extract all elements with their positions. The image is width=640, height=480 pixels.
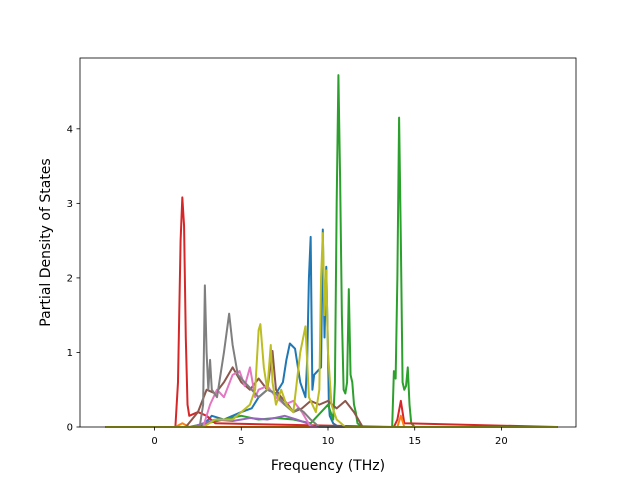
x-tick-label: 15	[408, 436, 421, 447]
series-group	[105, 74, 558, 428]
y-tick-label: 2	[67, 273, 73, 284]
y-tick-label: 0	[67, 423, 73, 434]
x-tick-label: 10	[322, 436, 335, 447]
series-line-3	[105, 196, 558, 428]
x-axis-title: Frequency (THz)	[271, 458, 385, 474]
y-tick-label: 4	[67, 124, 73, 135]
series-line-2	[105, 74, 558, 428]
x-axis-ticks: 0 5 10 15 20	[151, 427, 508, 447]
y-tick-label: 3	[67, 199, 73, 210]
x-tick-label: 0	[151, 436, 157, 447]
y-tick-label: 1	[67, 348, 73, 359]
y-axis-title: Partial Density of States	[38, 158, 54, 326]
series-line-9	[105, 232, 558, 428]
x-tick-label: 5	[238, 436, 244, 447]
x-tick-label: 20	[495, 436, 508, 447]
y-axis-ticks: 0 1 2 3 4	[67, 124, 80, 434]
series-line-8	[105, 284, 558, 428]
series-line-1	[105, 228, 558, 428]
